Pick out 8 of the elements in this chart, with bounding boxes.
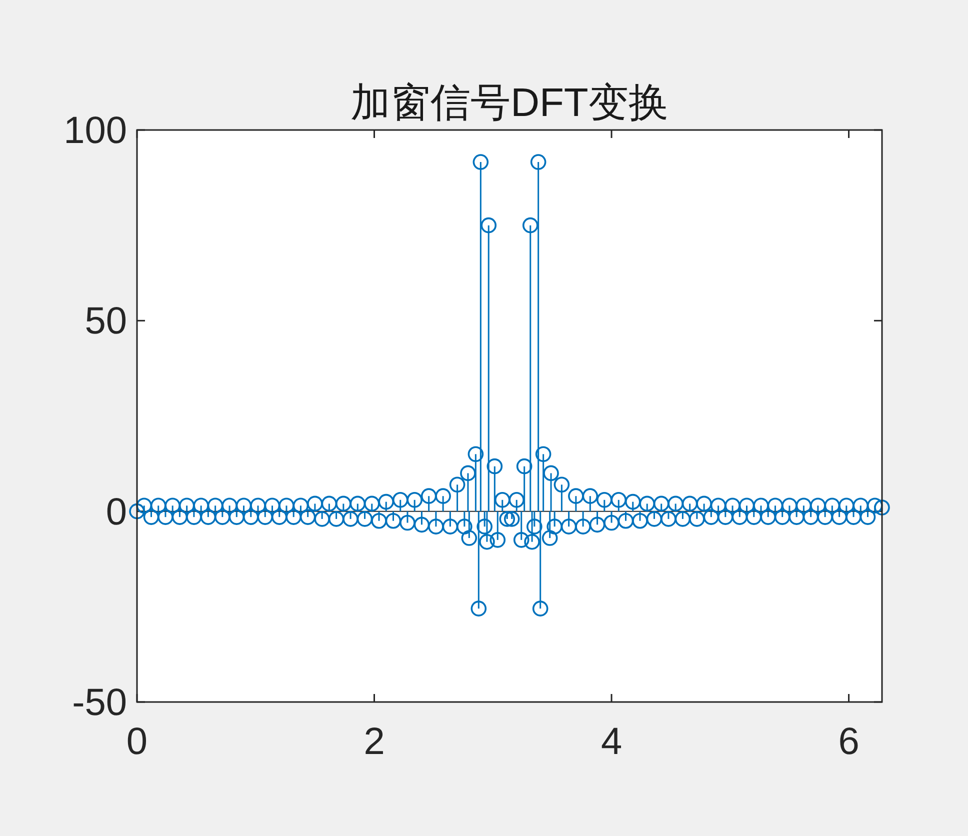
chart-title: 加窗信号DFT变换 [350, 81, 668, 125]
y-tick-label: 50 [84, 300, 127, 343]
y-tick-label: 0 [106, 491, 127, 534]
x-tick-label: 2 [364, 721, 385, 763]
y-tick-label: -50 [72, 682, 127, 724]
x-tick-label: 4 [600, 721, 622, 763]
y-tick-label: 100 [64, 110, 127, 152]
x-tick-label: 6 [838, 721, 860, 763]
